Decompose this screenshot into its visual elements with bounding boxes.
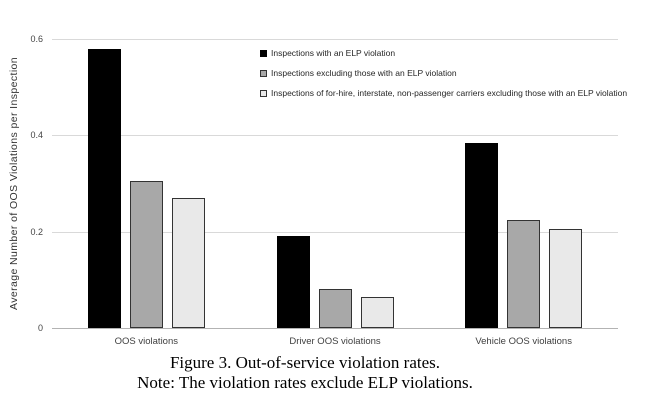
legend-item-2: Inspections excluding those with an ELP … [260, 68, 627, 78]
legend-swatch-icon [260, 49, 267, 57]
bar-series2-driver-oos-violations [318, 289, 352, 328]
bar-series2-oos-violations [129, 181, 163, 328]
caption-line-2: Note: The violation rates exclude ELP vi… [137, 372, 473, 392]
bar-series1-oos-violations [87, 48, 121, 328]
gridline-0.2 [52, 231, 618, 233]
bar-series1-driver-oos-violations [276, 236, 310, 328]
bar-series1-vehicle-oos-violations [465, 142, 499, 328]
y-axis-title: Average Number of OOS Violations per Ins… [8, 56, 20, 311]
bar-series3-driver-oos-violations [360, 296, 394, 328]
legend-swatch-icon [260, 89, 267, 97]
legend-label: Inspections of for-hire, interstate, non… [271, 88, 628, 98]
bar-series3-vehicle-oos-violations [549, 229, 583, 328]
legend-label: Inspections with an ELP violation [271, 48, 396, 58]
y-tick-label-0.4: 0.4 [30, 130, 43, 141]
y-tick-label-0.6: 0.6 [30, 34, 43, 44]
x-category-label-driver-oos-violations: Driver OOS violations [289, 336, 381, 347]
bar-series3-oos-violations [171, 197, 205, 328]
x-category-label-vehicle-oos-violations: Vehicle OOS violations [475, 336, 572, 347]
gridline-0.6 [52, 39, 618, 40]
legend-label: Inspections excluding those with an ELP … [271, 68, 457, 78]
y-tick-label-0: 0 [37, 323, 43, 333]
plot-area [52, 39, 618, 329]
y-tick-label-0.2: 0.2 [30, 226, 43, 237]
legend: Inspections with an ELP violation Inspect… [260, 48, 627, 98]
legend-item-1: Inspections with an ELP violation [260, 48, 627, 58]
legend-swatch-icon [260, 69, 267, 77]
legend-item-3: Inspections of for-hire, interstate, non… [260, 88, 627, 98]
x-category-label-oos-violations: OOS violations [114, 336, 179, 347]
bar-series2-vehicle-oos-violations [507, 219, 541, 328]
gridline-0.4 [52, 135, 618, 137]
caption: Figure 3. Out-of-service violation rates… [0, 353, 610, 392]
caption-line-1: Figure 3. Out-of-service violation rates… [169, 353, 441, 372]
